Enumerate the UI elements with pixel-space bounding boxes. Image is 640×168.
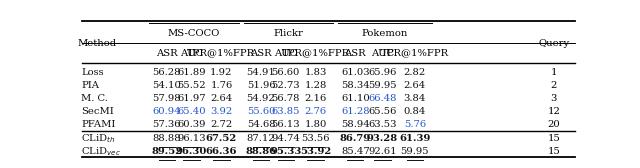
Text: MS-COCO: MS-COCO: [168, 29, 220, 38]
Text: 61.39: 61.39: [399, 134, 431, 143]
Text: Pokemon: Pokemon: [362, 29, 408, 38]
Text: 59.95: 59.95: [401, 147, 429, 156]
Text: 20: 20: [547, 120, 560, 129]
Text: 93.28: 93.28: [367, 134, 398, 143]
Text: 1: 1: [550, 68, 557, 77]
Text: 51.96: 51.96: [247, 81, 275, 90]
Text: 96.13: 96.13: [177, 134, 206, 143]
Text: 65.56: 65.56: [369, 107, 397, 116]
Text: 55.60: 55.60: [247, 107, 275, 116]
Text: 63.85: 63.85: [271, 107, 300, 116]
Text: 1.76: 1.76: [210, 81, 232, 90]
Text: PIA: PIA: [81, 81, 99, 90]
Text: PFAMI: PFAMI: [81, 120, 115, 129]
Text: 54.10: 54.10: [152, 81, 181, 90]
Text: 56.60: 56.60: [271, 68, 300, 77]
Text: TPR@1%FPR: TPR@1%FPR: [381, 49, 449, 58]
Text: 55.52: 55.52: [177, 81, 206, 90]
Text: 2.72: 2.72: [210, 120, 232, 129]
Text: 58.94: 58.94: [341, 120, 370, 129]
Text: 12: 12: [547, 107, 560, 116]
Text: Loss: Loss: [81, 68, 104, 77]
Text: 56.13: 56.13: [271, 120, 300, 129]
Text: SecMI: SecMI: [81, 107, 114, 116]
Text: 65.40: 65.40: [177, 107, 206, 116]
Text: ASR: ASR: [250, 49, 272, 58]
Text: 60.39: 60.39: [177, 120, 206, 129]
Text: 2.64: 2.64: [210, 94, 232, 103]
Text: 2: 2: [550, 81, 557, 90]
Text: 58.34: 58.34: [341, 81, 370, 90]
Text: 86.79: 86.79: [340, 134, 371, 143]
Text: 88.86: 88.86: [246, 147, 276, 156]
Text: 63.53: 63.53: [368, 120, 397, 129]
Text: Flickr: Flickr: [273, 29, 303, 38]
Text: 54.68: 54.68: [247, 120, 275, 129]
Text: AUC: AUC: [274, 49, 298, 58]
Text: 57.36: 57.36: [152, 120, 181, 129]
Text: 2.76: 2.76: [305, 107, 326, 116]
Text: 2.16: 2.16: [305, 94, 327, 103]
Text: 1.80: 1.80: [305, 120, 327, 129]
Text: 1.83: 1.83: [305, 68, 327, 77]
Text: TPR@1%FPR: TPR@1%FPR: [282, 49, 349, 58]
Text: 60.94: 60.94: [152, 107, 181, 116]
Text: Method: Method: [77, 39, 116, 48]
Text: 2.82: 2.82: [404, 68, 426, 77]
Text: 88.88: 88.88: [152, 134, 181, 143]
Text: 52.73: 52.73: [271, 81, 300, 90]
Text: 59.95: 59.95: [368, 81, 397, 90]
Text: CLiD$_{vec}$: CLiD$_{vec}$: [81, 145, 121, 158]
Text: ASR: ASR: [156, 49, 178, 58]
Text: 3.92: 3.92: [210, 107, 232, 116]
Text: 61.28: 61.28: [341, 107, 369, 116]
Text: ASR: ASR: [344, 49, 366, 58]
Text: 15: 15: [547, 147, 560, 156]
Text: 53.56: 53.56: [301, 134, 330, 143]
Text: 89.52: 89.52: [151, 147, 182, 156]
Text: 66.36: 66.36: [205, 147, 237, 156]
Text: 61.03: 61.03: [341, 68, 369, 77]
Text: 1.92: 1.92: [210, 68, 232, 77]
Text: AUC: AUC: [180, 49, 204, 58]
Text: 56.78: 56.78: [271, 94, 300, 103]
Text: 53.92: 53.92: [300, 147, 332, 156]
Text: 85.47: 85.47: [341, 147, 370, 156]
Text: 5.76: 5.76: [404, 120, 426, 129]
Text: 61.10: 61.10: [341, 94, 370, 103]
Text: 15: 15: [547, 134, 560, 143]
Text: 3: 3: [550, 94, 557, 103]
Text: Query: Query: [538, 39, 569, 48]
Text: 2.64: 2.64: [404, 81, 426, 90]
Text: 87.12: 87.12: [246, 134, 275, 143]
Text: 54.92: 54.92: [246, 94, 275, 103]
Text: 94.74: 94.74: [271, 134, 300, 143]
Text: 61.89: 61.89: [177, 68, 206, 77]
Text: 66.48: 66.48: [368, 94, 397, 103]
Text: 65.96: 65.96: [369, 68, 397, 77]
Text: TPR@1%FPR: TPR@1%FPR: [188, 49, 255, 58]
Text: 57.98: 57.98: [152, 94, 181, 103]
Text: AUC: AUC: [371, 49, 394, 58]
Text: 67.52: 67.52: [205, 134, 237, 143]
Text: 96.30: 96.30: [176, 147, 207, 156]
Text: 54.91: 54.91: [246, 68, 275, 77]
Text: 95.33: 95.33: [270, 147, 301, 156]
Text: 3.84: 3.84: [404, 94, 426, 103]
Text: 92.61: 92.61: [368, 147, 397, 156]
Text: 1.28: 1.28: [305, 81, 327, 90]
Text: CLiD$_{th}$: CLiD$_{th}$: [81, 132, 115, 145]
Text: 0.84: 0.84: [404, 107, 426, 116]
Text: 56.28: 56.28: [152, 68, 181, 77]
Text: 61.97: 61.97: [177, 94, 206, 103]
Text: M. C.: M. C.: [81, 94, 108, 103]
